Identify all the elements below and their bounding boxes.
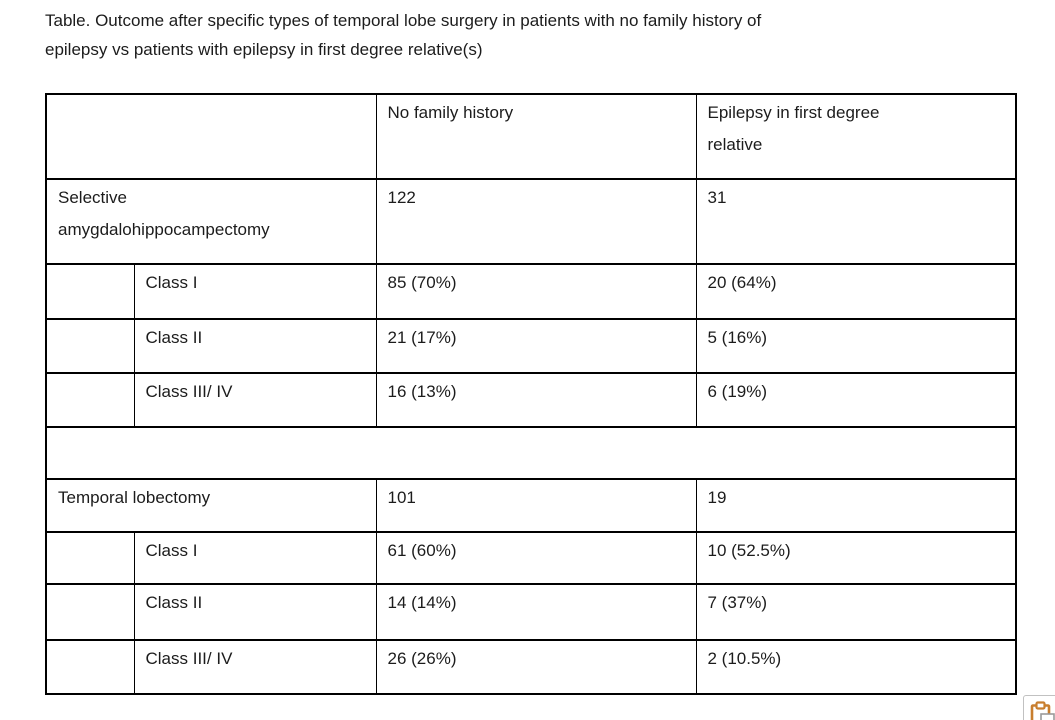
table-row: Class III/ IV 16 (13%) 6 (19%) xyxy=(45,372,1017,428)
indent-cell xyxy=(45,318,135,374)
table-caption: Table. Outcome after specific types of t… xyxy=(45,11,762,59)
value-cell-no-family-history: 14 (14%) xyxy=(375,583,697,641)
class-label-cell: Class I xyxy=(133,263,377,320)
value-cell-epilepsy-first-degree: 6 (19%) xyxy=(695,372,1017,428)
value-cell-epilepsy-first-degree: 31 xyxy=(695,178,1017,265)
clipboard-paste-icon xyxy=(1030,701,1055,720)
value-cell-epilepsy-first-degree: 10 (52.5%) xyxy=(695,531,1017,585)
header-empty-cell xyxy=(45,93,377,180)
table-row: Class II 21 (17%) 5 (16%) xyxy=(45,318,1017,374)
class-label-cell: Class III/ IV xyxy=(133,372,377,428)
table-spacer-row xyxy=(45,426,1017,480)
value-cell-epilepsy-first-degree: 19 xyxy=(695,478,1017,533)
indent-cell xyxy=(45,531,135,585)
value-cell-no-family-history: 21 (17%) xyxy=(375,318,697,374)
header-epilepsy-first-degree: Epilepsy in first degree relative xyxy=(695,93,1017,180)
class-label-cell: Class II xyxy=(133,318,377,374)
outcome-table: No family history Epilepsy in first degr… xyxy=(45,93,1017,695)
value-cell-epilepsy-first-degree: 5 (16%) xyxy=(695,318,1017,374)
table-row: Class I 85 (70%) 20 (64%) xyxy=(45,263,1017,320)
indent-cell xyxy=(45,583,135,641)
spacer-cell xyxy=(45,426,1017,480)
section-label-cell: Temporal lobectomy xyxy=(45,478,377,533)
table-row: Class II 14 (14%) 7 (37%) xyxy=(45,583,1017,641)
value-cell-no-family-history: 101 xyxy=(375,478,697,533)
value-cell-no-family-history: 26 (26%) xyxy=(375,639,697,695)
value-cell-no-family-history: 85 (70%) xyxy=(375,263,697,320)
value-cell-epilepsy-first-degree: 20 (64%) xyxy=(695,263,1017,320)
class-label-cell: Class III/ IV xyxy=(133,639,377,695)
class-label-cell: Class II xyxy=(133,583,377,641)
value-cell-epilepsy-first-degree: 7 (37%) xyxy=(695,583,1017,641)
section-label-cell: Selective amygdalohippocampectomy xyxy=(45,178,377,265)
table-row: Class I 61 (60%) 10 (52.5%) xyxy=(45,531,1017,585)
header-no-family-history: No family history xyxy=(375,93,697,180)
value-cell-no-family-history: 16 (13%) xyxy=(375,372,697,428)
value-cell-no-family-history: 61 (60%) xyxy=(375,531,697,585)
table-row: Class III/ IV 26 (26%) 2 (10.5%) xyxy=(45,639,1017,695)
indent-cell xyxy=(45,263,135,320)
table-header-row: No family history Epilepsy in first degr… xyxy=(45,93,1017,180)
value-cell-epilepsy-first-degree: 2 (10.5%) xyxy=(695,639,1017,695)
table-row: Selective amygdalohippocampectomy 122 31 xyxy=(45,178,1017,265)
indent-cell xyxy=(45,639,135,695)
indent-cell xyxy=(45,372,135,428)
table-row: Temporal lobectomy 101 19 xyxy=(45,478,1017,533)
paste-options-button[interactable] xyxy=(1023,695,1055,720)
class-label-cell: Class I xyxy=(133,531,377,585)
value-cell-no-family-history: 122 xyxy=(375,178,697,265)
